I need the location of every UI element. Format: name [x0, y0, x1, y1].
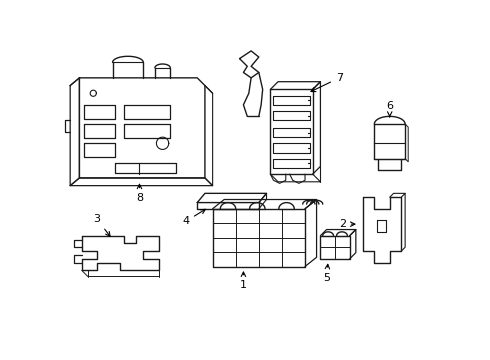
- Text: 6: 6: [386, 101, 393, 117]
- Text: 2: 2: [339, 219, 355, 229]
- Text: 4: 4: [182, 209, 205, 226]
- Text: 3: 3: [94, 214, 110, 237]
- Text: 7: 7: [311, 73, 343, 91]
- Text: 8: 8: [136, 184, 143, 203]
- Text: 5: 5: [323, 264, 330, 283]
- Text: 1: 1: [240, 272, 247, 291]
